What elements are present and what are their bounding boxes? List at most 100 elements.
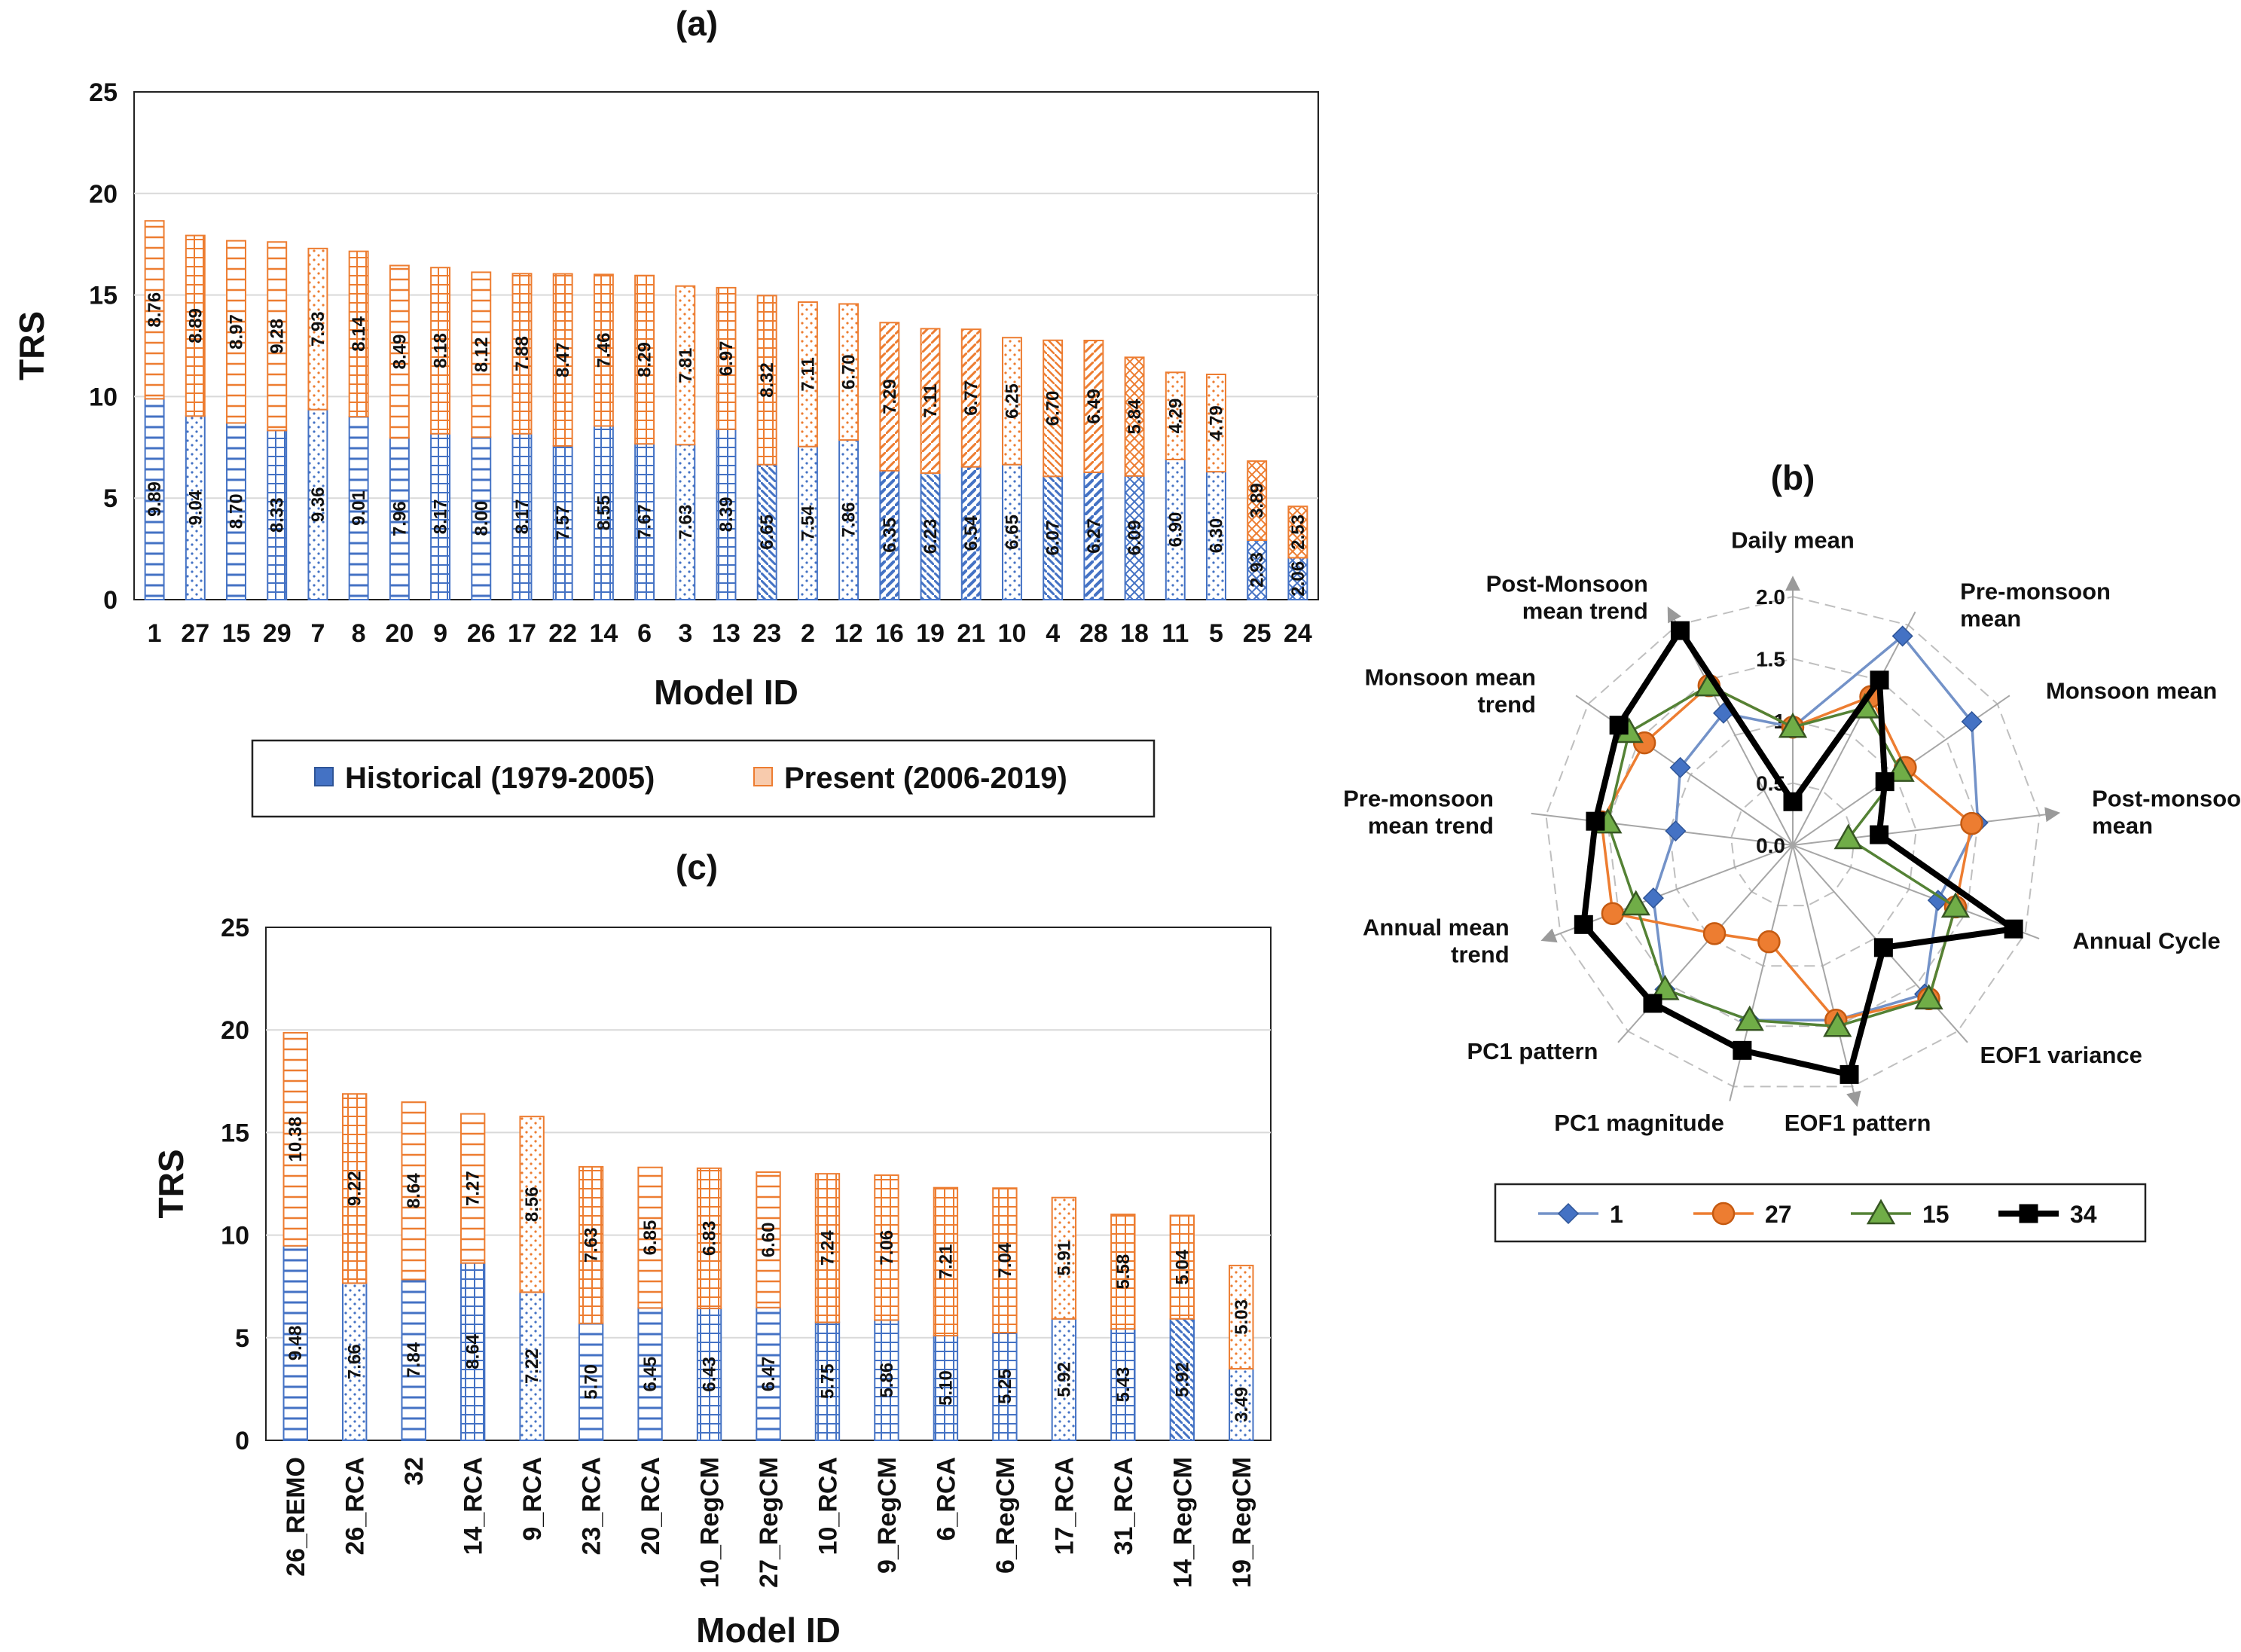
legend-marker-34 bbox=[2019, 1204, 2038, 1223]
historical-bar bbox=[185, 415, 206, 601]
historical-value-label: 9.04 bbox=[185, 490, 206, 525]
y-tick-label: 25 bbox=[89, 78, 118, 107]
present-bar bbox=[637, 1166, 663, 1309]
radar-axis-label: trend bbox=[1477, 692, 1536, 718]
historical-value-label: 9.36 bbox=[308, 487, 328, 522]
legend-label-34: 34 bbox=[2070, 1201, 2097, 1228]
present-value-label: 5.03 bbox=[1232, 1299, 1252, 1335]
radial-tick-label: 0.0 bbox=[1756, 834, 1785, 857]
x-axis-title: Model ID bbox=[696, 1611, 841, 1650]
radar-series-1-marker bbox=[1642, 887, 1664, 909]
present-value-label: 8.29 bbox=[635, 342, 655, 377]
x-tick-label: 32 bbox=[400, 1457, 429, 1486]
historical-value-label: 6.47 bbox=[759, 1357, 779, 1392]
radar-series-15-marker bbox=[1914, 984, 1943, 1010]
historical-bar bbox=[519, 1291, 545, 1441]
historical-value-label: 6.23 bbox=[921, 519, 941, 554]
legend-label-1: 1 bbox=[1610, 1201, 1623, 1228]
historical-value-label: 3.49 bbox=[1232, 1387, 1252, 1422]
historical-bar bbox=[1229, 1367, 1254, 1441]
present-bar bbox=[578, 1165, 604, 1324]
present-bar bbox=[874, 1174, 899, 1321]
radar-axis-label: mean bbox=[2092, 813, 2153, 839]
present-bar bbox=[471, 271, 492, 438]
radar-axis-label: trend bbox=[1451, 942, 1510, 968]
radar-axis-label: Pre-monsoon bbox=[1343, 786, 1494, 812]
historical-value-label: 8.33 bbox=[267, 497, 288, 533]
present-bar bbox=[144, 220, 165, 400]
radar-series-15-marker bbox=[1833, 823, 1863, 850]
radar-series-34-marker bbox=[1840, 1064, 1859, 1084]
present-bar bbox=[1110, 1214, 1136, 1330]
radar-series-34-marker bbox=[1586, 811, 1605, 831]
historical-value-label: 6.27 bbox=[1084, 518, 1104, 554]
x-tick-label: 1 bbox=[148, 619, 162, 648]
historical-value-label: 6.90 bbox=[1165, 512, 1186, 548]
panel-title: (c) bbox=[676, 847, 718, 887]
present-value-label: 6.49 bbox=[1084, 389, 1104, 424]
present-value-label: 6.97 bbox=[716, 340, 737, 376]
present-value-label: 6.83 bbox=[700, 1220, 720, 1256]
x-tick-label: 7 bbox=[310, 619, 325, 648]
radar-axis-label: Annual Cycle bbox=[2072, 928, 2220, 954]
historical-bar bbox=[144, 398, 165, 600]
historical-value-label: 5.92 bbox=[1054, 1362, 1074, 1397]
legend-marker-27 bbox=[1711, 1202, 1736, 1226]
x-tick-label: 26_RCA bbox=[341, 1457, 370, 1555]
radar-axis-label: Post-monsoon bbox=[2092, 786, 2241, 812]
present-value-label: 6.77 bbox=[961, 380, 982, 416]
present-value-label: 8.12 bbox=[472, 337, 492, 373]
present-bar bbox=[1043, 339, 1064, 478]
x-tick-label: 9_RCA bbox=[518, 1457, 547, 1541]
present-bar bbox=[511, 273, 533, 435]
present-value-label: 8.56 bbox=[522, 1186, 542, 1222]
present-bar bbox=[1083, 339, 1104, 473]
x-tick-label: 16 bbox=[875, 619, 904, 648]
present-value-label: 7.06 bbox=[877, 1230, 897, 1266]
present-bar bbox=[920, 328, 941, 475]
radar-axis-label: Monsoon mean bbox=[2046, 678, 2217, 704]
legend-marker-15 bbox=[1866, 1199, 1896, 1225]
historical-value-label: 7.84 bbox=[404, 1342, 424, 1377]
radar-series-34-marker bbox=[1875, 772, 1894, 792]
x-tick-label: 14_RCA bbox=[459, 1457, 488, 1555]
historical-value-label: 9.48 bbox=[285, 1326, 306, 1361]
x-tick-label: 29 bbox=[263, 619, 292, 648]
present-bar bbox=[267, 241, 288, 432]
radar-series-34-marker bbox=[1609, 716, 1629, 735]
radar-series-1-marker bbox=[1961, 710, 1983, 733]
x-tick-label: 19 bbox=[916, 619, 945, 648]
present-value-label: 7.63 bbox=[582, 1227, 602, 1263]
present-value-label: 2.53 bbox=[1288, 515, 1308, 550]
radar-ring bbox=[1545, 595, 2041, 1088]
present-bar bbox=[593, 273, 614, 427]
historical-value-label: 6.45 bbox=[640, 1357, 661, 1392]
present-bar bbox=[459, 1113, 486, 1264]
present-bar bbox=[185, 234, 206, 417]
radar-axis-label: mean trend bbox=[1522, 598, 1648, 624]
historical-bar bbox=[342, 1282, 368, 1441]
present-value-label: 8.97 bbox=[227, 314, 247, 350]
present-bar bbox=[838, 303, 859, 441]
historical-bar bbox=[1001, 463, 1022, 600]
historical-value-label: 6.54 bbox=[961, 515, 982, 551]
x-tick-label: 14_RegCM bbox=[1168, 1457, 1197, 1588]
present-value-label: 7.29 bbox=[880, 379, 900, 414]
historical-bar bbox=[1043, 475, 1064, 600]
panel-title: (a) bbox=[676, 4, 718, 43]
radar-series-15-marker bbox=[1778, 712, 1808, 738]
radar-ring bbox=[1669, 719, 1917, 967]
x-tick-label: 10_RCA bbox=[814, 1457, 842, 1555]
radar-axis-label: Monsoon mean bbox=[1365, 664, 1536, 691]
present-bar bbox=[756, 1171, 781, 1308]
x-tick-label: 28 bbox=[1079, 619, 1108, 648]
x-tick-label: 14 bbox=[589, 619, 618, 648]
present-bar bbox=[933, 1186, 959, 1337]
historical-value-label: 8.64 bbox=[463, 1333, 484, 1369]
x-tick-label: 6_RegCM bbox=[991, 1457, 1020, 1574]
historical-bar bbox=[637, 1307, 663, 1441]
radar-ring bbox=[1607, 658, 1979, 1028]
present-value-label: 3.89 bbox=[1247, 483, 1268, 518]
legend-swatch-present bbox=[753, 767, 773, 786]
